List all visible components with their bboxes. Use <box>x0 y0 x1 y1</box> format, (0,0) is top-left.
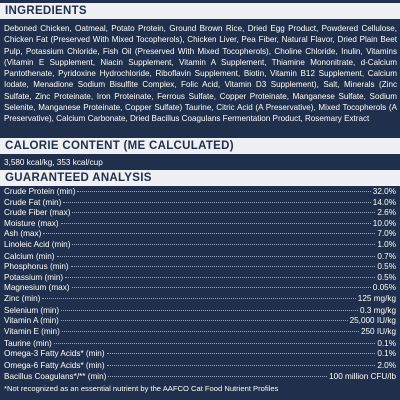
analysis-row: Omega-3 Fatty Acids* (min) 0.1% <box>4 349 396 360</box>
analysis-label: Ash (max) <box>4 229 42 238</box>
dot-leader <box>106 365 376 366</box>
analysis-label: Magnesium (max) <box>4 283 70 292</box>
analysis-row: Phosphorus (min) 0.5% <box>4 262 396 273</box>
aafco-footnote: *Not recognized as an essential nutrient… <box>4 384 279 393</box>
analysis-value: 100 million CFU/lb <box>329 371 396 381</box>
analysis-value: 14.0% <box>372 197 396 207</box>
analysis-row: Ash (max) 7.0% <box>4 229 396 240</box>
analysis-label: Moisture (max) <box>4 218 59 228</box>
analysis-row: Crude Fiber (max) 2.6% <box>4 208 396 219</box>
analysis-value: 0.5% <box>377 262 396 271</box>
dot-leader <box>106 353 376 354</box>
dot-leader <box>65 276 376 278</box>
dot-leader <box>43 233 376 234</box>
analysis-label: Phosphorus (min) <box>4 262 69 271</box>
analysis-value: 2.0% <box>377 361 396 370</box>
analysis-row: Taurine (min) 0.1% <box>4 339 396 350</box>
dot-leader <box>77 191 371 192</box>
ingredients-heading: INGREDIENTS <box>0 3 400 19</box>
analysis-row: Potassium (min) 0.5% <box>4 273 396 284</box>
guaranteed-analysis-table: Crude Protein (min) 32.0% Crude Fat (min)… <box>4 187 396 382</box>
guaranteed-analysis-heading: GUARANTEED ANALYSIS <box>0 170 400 186</box>
analysis-value: 0.5% <box>377 272 396 282</box>
dot-leader <box>61 309 359 311</box>
analysis-row: Bacillus Coagulans*/** (min) 100 million … <box>4 372 396 383</box>
calorie-content-heading: CALORIE CONTENT (ME CALCULATED) <box>0 138 400 154</box>
dot-leader <box>70 266 376 267</box>
analysis-label: Crude Protein (min) <box>4 187 76 196</box>
analysis-value: 32.0% <box>372 187 396 196</box>
analysis-row: Crude Protein (min) 32.0% <box>4 187 396 198</box>
analysis-value: 0.1% <box>377 349 396 358</box>
analysis-row: Moisture (max) 10.0% <box>4 219 396 230</box>
analysis-value: 0.3 mg/kg <box>360 305 396 315</box>
dot-leader <box>63 201 371 203</box>
dot-leader <box>108 375 328 377</box>
analysis-row: Vitamin E (min) 250 IU/kg <box>4 327 396 338</box>
analysis-value: 0.7% <box>377 251 396 261</box>
analysis-value: 250 IU/kg <box>360 326 396 336</box>
analysis-value: 2.6% <box>377 208 396 217</box>
dot-leader <box>72 243 376 245</box>
dot-leader <box>71 287 371 288</box>
analysis-row: Crude Fat (min) 14.0% <box>4 198 396 209</box>
dot-leader <box>56 255 376 257</box>
analysis-value: 125 mg/kg <box>357 293 396 303</box>
dot-leader <box>60 222 371 224</box>
analysis-label: Potassium (min) <box>4 272 64 282</box>
analysis-row: Selenium (min) 0.3 mg/kg <box>4 306 396 317</box>
analysis-row: Vitamin A (min) 25,000 IU/kg <box>4 316 396 327</box>
dot-leader <box>60 320 348 321</box>
dot-leader <box>42 297 356 299</box>
analysis-value: 0.05% <box>372 283 396 292</box>
analysis-value: 7.0% <box>377 229 396 238</box>
analysis-label: Selenium (min) <box>4 305 60 315</box>
analysis-row: Omega-6 Fatty Acids* (min) 2.0% <box>4 361 396 372</box>
analysis-label: Linoleic Acid (min) <box>4 239 71 249</box>
analysis-value: 25,000 IU/kg <box>349 316 396 325</box>
analysis-row: Zinc (min) 125 mg/kg <box>4 294 396 305</box>
analysis-label: Omega-6 Fatty Acids* (min) <box>4 361 105 370</box>
analysis-label: Taurine (min) <box>4 338 52 348</box>
analysis-value: 10.0% <box>372 218 396 228</box>
analysis-label: Vitamin A (min) <box>4 316 59 325</box>
analysis-label: Bacillus Coagulans*/** (min) <box>4 371 107 381</box>
calorie-content-value: 3,580 kcal/kg, 353 kcal/cup <box>4 158 103 167</box>
dot-leader <box>72 212 376 213</box>
analysis-label: Crude Fat (min) <box>4 197 62 207</box>
analysis-row: Linoleic Acid (min) 1.0% <box>4 240 396 251</box>
analysis-row: Magnesium (max) 0.05% <box>4 283 396 294</box>
analysis-label: Calcium (min) <box>4 251 55 261</box>
analysis-row: Calcium (min) 0.7% <box>4 252 396 263</box>
analysis-label: Omega-3 Fatty Acids* (min) <box>4 349 105 358</box>
analysis-label: Vitamin E (min) <box>4 326 60 336</box>
analysis-label: Zinc (min) <box>4 293 41 303</box>
dot-leader <box>53 342 376 344</box>
analysis-value: 0.1% <box>377 338 396 348</box>
analysis-value: 1.0% <box>377 239 396 249</box>
analysis-label: Crude Fiber (max) <box>4 208 71 217</box>
ingredients-list: Deboned Chicken, Oatmeal, Potato Protein… <box>4 24 397 124</box>
dot-leader <box>61 330 359 332</box>
